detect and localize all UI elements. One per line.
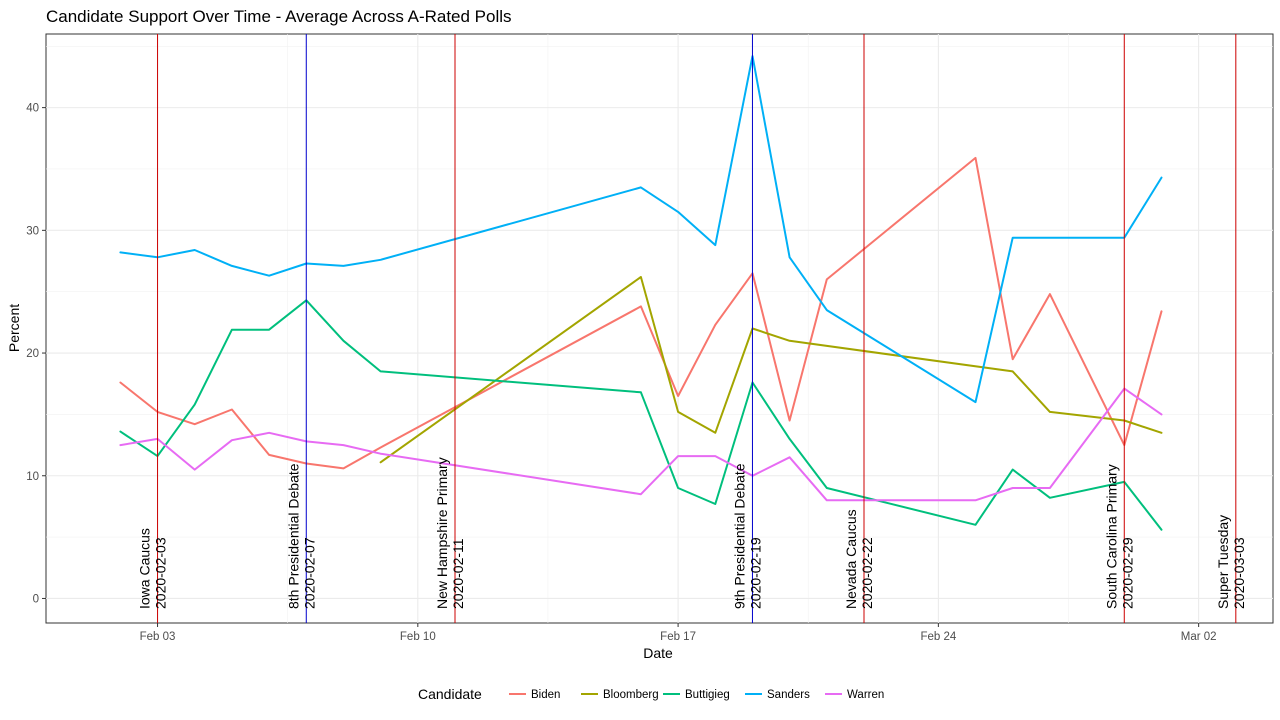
x-tick-label: Feb 03 [140, 631, 176, 643]
legend: Candidate Biden Bloomberg Buttigieg Sanders… [418, 686, 884, 702]
y-tick-label: 20 [26, 348, 39, 360]
chart-title: Candidate Support Over Time - Average Ac… [46, 7, 512, 26]
event-name-label: Super Tuesday [1215, 515, 1231, 609]
legend-label-sanders: Sanders [767, 689, 810, 701]
event-label-group: South Carolina Primary 2020-02-29 [1103, 464, 1135, 609]
axes: Feb 03 Feb 10 Feb 17 Feb 24 Mar 02 0 10 20 30 40 [26, 103, 1216, 643]
event-date-label: 2020-02-03 [153, 537, 169, 609]
event-date-label: 2020-03-03 [1231, 537, 1247, 609]
series-line-buttigieg [119, 299, 1163, 531]
event-name-label: New Hampshire Primary [434, 457, 450, 609]
series-line-biden [119, 156, 1163, 470]
event-name-label: Nevada Caucus [843, 509, 859, 609]
legend-label-warren: Warren [847, 689, 884, 701]
event-label-group: Super Tuesday 2020-03-03 [1215, 515, 1247, 609]
event-markers: Iowa Caucus 2020-02-03 8th Presidential De… [137, 34, 1247, 623]
event-date-label: 2020-02-22 [859, 537, 875, 609]
event-name-label: 8th Presidential Debate [285, 463, 301, 609]
event-date-label: 2020-02-11 [450, 538, 466, 609]
legend-label-bloomberg: Bloomberg [603, 689, 659, 701]
event-label-group: Iowa Caucus 2020-02-03 [137, 528, 169, 609]
event-label-group: 8th Presidential Debate 2020-02-07 [285, 463, 317, 609]
event-name-label: Iowa Caucus [137, 528, 153, 609]
x-tick-label: Feb 10 [400, 631, 436, 643]
event-label-group: 9th Presidential Debate 2020-02-19 [731, 463, 763, 609]
event-name-label: South Carolina Primary [1103, 464, 1119, 609]
legend-label-buttigieg: Buttigieg [685, 689, 730, 701]
plot-panel [45, 33, 1274, 624]
y-tick-label: 30 [26, 225, 39, 237]
y-tick-label: 10 [26, 471, 39, 483]
event-date-label: 2020-02-19 [747, 537, 763, 609]
y-tick-label: 40 [26, 103, 39, 115]
series-lines [119, 55, 1163, 531]
x-tick-label: Mar 02 [1181, 631, 1217, 643]
x-tick-label: Feb 17 [660, 631, 696, 643]
series-line-warren [119, 387, 1163, 502]
event-date-label: 2020-02-07 [301, 537, 317, 609]
event-label-group: Nevada Caucus 2020-02-22 [843, 509, 875, 609]
y-tick-label: 0 [33, 593, 39, 605]
x-axis-label: Date [643, 645, 673, 661]
legend-label-biden: Biden [531, 689, 560, 701]
y-axis-label: Percent [6, 304, 22, 352]
legend-title: Candidate [418, 686, 482, 702]
series-line-sanders [119, 55, 1163, 404]
x-tick-label: Feb 24 [920, 631, 956, 643]
event-name-label: 9th Presidential Debate [731, 463, 747, 609]
series-line-bloomberg [379, 276, 1163, 464]
event-date-label: 2020-02-29 [1119, 537, 1135, 609]
event-label-group: New Hampshire Primary 2020-02-11 [434, 457, 466, 609]
